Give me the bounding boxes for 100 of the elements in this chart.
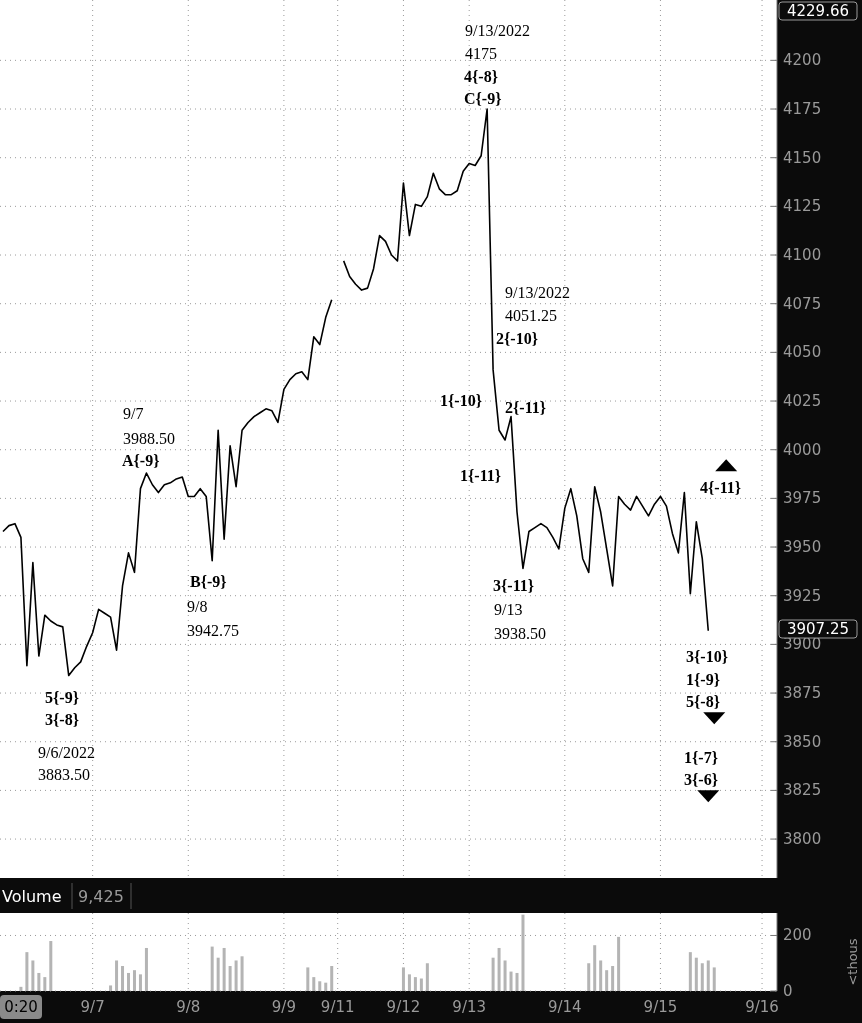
text: 3907.25	[786, 620, 850, 638]
x-tick-label: 9/12	[386, 998, 421, 1016]
y-tick-label: 3925	[783, 586, 822, 605]
annotation: 3{-11}	[493, 576, 535, 594]
bar	[318, 981, 322, 991]
bar	[413, 977, 417, 991]
y-tick-label: 4025	[783, 392, 822, 411]
bar	[706, 960, 710, 991]
bar	[587, 963, 591, 991]
bar	[210, 946, 214, 991]
y-tick-label: 4100	[783, 246, 822, 265]
bar	[127, 972, 130, 991]
bar	[407, 974, 411, 991]
annotation: 2{-10}	[496, 329, 538, 347]
y-tick-label: 0	[783, 982, 793, 1000]
annotation: 3{-6}	[684, 770, 718, 788]
bar	[25, 952, 29, 991]
bar	[617, 936, 621, 991]
bar	[330, 966, 334, 991]
bar	[503, 960, 507, 991]
y-tick-label: 3875	[783, 684, 822, 703]
x-tick-label: 9/14	[547, 998, 582, 1016]
bar	[121, 966, 125, 991]
annotation: 9/13/2022	[505, 283, 570, 301]
annotation: 1{-10}	[440, 391, 482, 409]
x-tick-label: 9/13	[452, 998, 487, 1016]
annotation: 9/8	[187, 597, 208, 615]
annotation: 4{-11}	[700, 478, 742, 496]
annotation: 3883.50	[38, 765, 90, 783]
annotation: 3{-8}	[45, 710, 79, 728]
x-tick-label: 9/11	[320, 998, 355, 1016]
bar	[509, 971, 513, 991]
bar	[324, 982, 328, 991]
y-tick-label: 4125	[783, 197, 822, 216]
y-axis-title: <thous	[844, 938, 860, 986]
bar	[216, 957, 220, 991]
annotation: 4{-8}	[464, 67, 498, 85]
y-tick-label: 4150	[783, 148, 822, 167]
bar	[425, 963, 429, 991]
annotation: 9/13/2022	[465, 21, 530, 39]
annotation: 9/6/2022	[38, 743, 95, 761]
annotation: 3938.50	[494, 624, 546, 642]
y-tick-label: 200	[783, 926, 812, 945]
x-tick-label: 9/8	[176, 998, 201, 1016]
bar	[49, 941, 53, 991]
annotation: 1{-9}	[686, 670, 720, 688]
bar	[712, 967, 716, 991]
y-tick-label: 4075	[783, 294, 822, 313]
bar	[222, 947, 226, 991]
y-tick-label: 4050	[783, 343, 822, 362]
bar	[611, 966, 615, 991]
text: 4229.66	[786, 2, 850, 20]
y-tick-label: 3825	[783, 781, 822, 800]
annotation: 9/7	[123, 404, 144, 422]
bar	[240, 956, 244, 991]
bar	[401, 967, 405, 991]
bar	[109, 985, 113, 991]
bar	[599, 960, 603, 991]
bar	[19, 986, 23, 991]
y-tick-label: 3975	[783, 489, 822, 508]
bar	[688, 952, 692, 991]
annotation: 3988.50	[123, 429, 175, 447]
bar	[234, 960, 238, 991]
bar	[491, 957, 495, 991]
bar	[497, 947, 501, 991]
x-tick-label: 9/9	[271, 998, 296, 1016]
bar	[694, 957, 698, 991]
bar	[312, 977, 316, 991]
y-tick-label: 4000	[783, 440, 822, 459]
bar	[419, 978, 423, 991]
bar	[138, 974, 142, 991]
y-tick-label: 4200	[783, 51, 822, 70]
bar	[515, 972, 519, 991]
bar	[593, 945, 597, 991]
y-tick-label: 3850	[783, 732, 822, 751]
annotation: 5{-8}	[686, 692, 720, 710]
bar	[521, 914, 525, 991]
bar	[37, 972, 41, 991]
x-tick-label: 9/15	[643, 998, 678, 1016]
bar	[605, 970, 609, 991]
bar	[132, 970, 136, 991]
annotation: 1{-11}	[460, 466, 502, 484]
bar	[228, 966, 232, 991]
annotation: 1{-7}	[684, 748, 718, 766]
annotation: 5{-9}	[45, 688, 79, 706]
bar	[306, 967, 310, 991]
y-tick-label: 3800	[783, 830, 822, 849]
chart-subtitle: 9,425	[78, 886, 124, 906]
text: 0:20	[4, 998, 38, 1016]
x-tick-label: 9/7	[80, 998, 105, 1016]
annotation: 9/13	[494, 600, 523, 618]
annotation: 4175	[465, 44, 497, 62]
y-tick-label: 3950	[783, 538, 822, 557]
y-tick-label: 4175	[783, 100, 822, 119]
annotation: 3942.75	[187, 621, 239, 639]
annotation: C{-9}	[464, 89, 502, 107]
bar	[115, 960, 119, 991]
bar	[31, 960, 35, 991]
annotation: B{-9}	[190, 572, 227, 590]
annotation: 3{-10}	[686, 647, 728, 665]
